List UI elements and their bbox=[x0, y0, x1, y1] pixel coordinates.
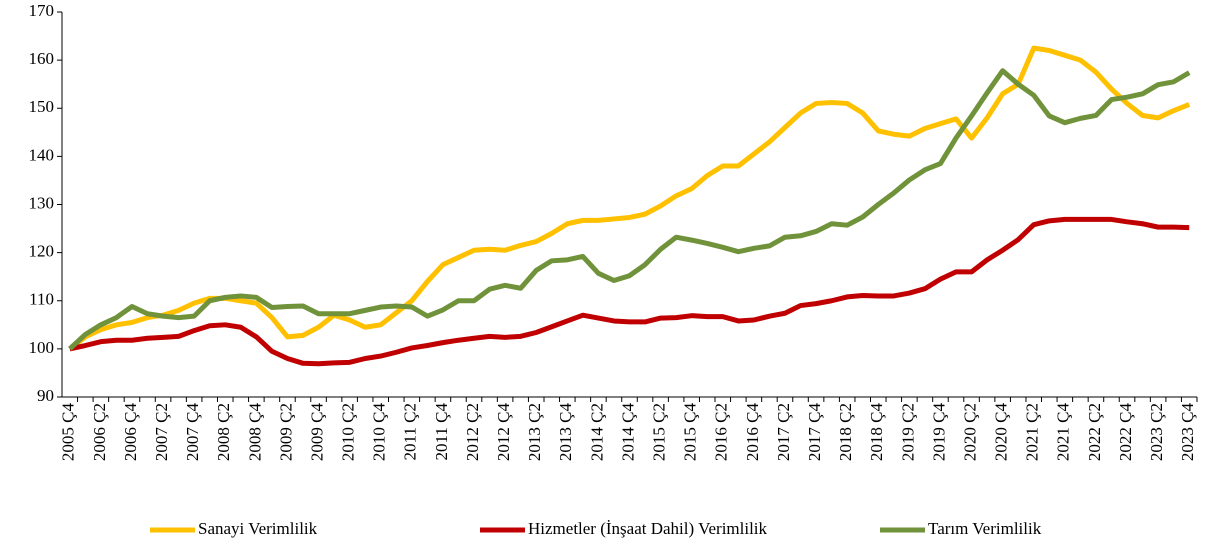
x-tick-label: 2014 Ç2 bbox=[587, 403, 606, 461]
y-tick-label: 120 bbox=[29, 242, 55, 261]
x-tick-label: 2014 Ç4 bbox=[618, 403, 637, 462]
x-tick-label: 2013 Ç2 bbox=[525, 403, 544, 461]
x-tick-label: 2018 Ç4 bbox=[867, 403, 886, 462]
x-tick-label: 2015 Ç4 bbox=[681, 403, 700, 462]
x-tick-label: 2023 Ç4 bbox=[1178, 403, 1197, 462]
y-tick-label: 140 bbox=[29, 145, 55, 164]
x-tick-label: 2020 Ç4 bbox=[992, 403, 1011, 462]
legend-label: Sanayi Verimlilik bbox=[198, 519, 318, 538]
x-tick-label: 2010 Ç4 bbox=[370, 403, 389, 462]
x-tick-label: 2013 Ç4 bbox=[556, 403, 575, 462]
x-tick-label: 2017 Ç4 bbox=[805, 403, 824, 462]
x-tick-label: 2016 Ç2 bbox=[712, 403, 731, 461]
x-tick-label: 2019 Ç4 bbox=[929, 403, 948, 462]
legend-label: Tarım Verimlilik bbox=[928, 519, 1042, 538]
x-tick-label: 2007 Ç2 bbox=[152, 403, 171, 461]
x-tick-label: 2012 Ç4 bbox=[494, 403, 513, 462]
x-tick-label: 2005 Ç4 bbox=[59, 403, 78, 462]
series-line bbox=[69, 216, 1190, 367]
x-tick-label: 2011 Ç4 bbox=[432, 403, 451, 461]
x-tick-label: 2017 Ç2 bbox=[774, 403, 793, 461]
x-tick-label: 2009 Ç2 bbox=[276, 403, 295, 461]
x-tick-label: 2016 Ç4 bbox=[743, 403, 762, 462]
x-tick-label: 2010 Ç2 bbox=[339, 403, 358, 461]
x-tick-label: 2008 Ç4 bbox=[245, 403, 264, 462]
y-tick-label: 150 bbox=[29, 97, 55, 116]
x-tick-label: 2018 Ç2 bbox=[836, 403, 855, 461]
x-tick-label: 2021 Ç4 bbox=[1054, 403, 1073, 462]
series-line bbox=[68, 45, 1191, 351]
x-tick-label: 2015 Ç2 bbox=[650, 403, 669, 461]
x-tick-label: 2020 Ç2 bbox=[960, 403, 979, 461]
x-tick-label: 2012 Ç2 bbox=[463, 403, 482, 461]
x-tick-label: 2023 Ç2 bbox=[1147, 403, 1166, 461]
x-tick-label: 2006 Ç4 bbox=[121, 403, 140, 462]
y-tick-label: 160 bbox=[29, 49, 55, 68]
x-tick-label: 2007 Ç4 bbox=[183, 403, 202, 462]
y-tick-label: 90 bbox=[37, 386, 54, 405]
y-tick-label: 170 bbox=[29, 1, 55, 20]
x-tick-label: 2008 Ç2 bbox=[214, 403, 233, 461]
y-tick-label: 100 bbox=[29, 338, 55, 357]
x-tick-label: 2011 Ç2 bbox=[401, 403, 420, 460]
x-tick-label: 2022 Ç2 bbox=[1085, 403, 1104, 461]
x-tick-label: 2019 Ç2 bbox=[898, 403, 917, 461]
series-line bbox=[68, 68, 1191, 351]
x-tick-label: 2009 Ç4 bbox=[307, 403, 326, 462]
x-tick-label: 2006 Ç2 bbox=[90, 403, 109, 461]
x-tick-label: 2022 Ç4 bbox=[1116, 403, 1135, 462]
x-tick-label: 2021 Ç2 bbox=[1023, 403, 1042, 461]
y-tick-label: 110 bbox=[29, 290, 54, 309]
y-tick-label: 130 bbox=[29, 193, 55, 212]
legend-label: Hizmetler (İnşaat Dahil) Verimlilik bbox=[528, 519, 768, 538]
